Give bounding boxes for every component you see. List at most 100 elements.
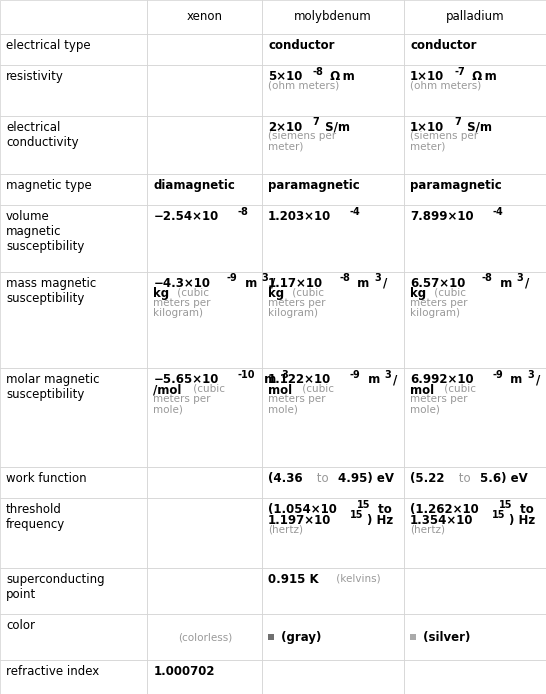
Bar (410, 634, 416, 641)
Text: /: / (383, 277, 387, 289)
Bar (268, 634, 274, 641)
Bar (0, 498, 147, 568)
Text: Ω m: Ω m (468, 70, 497, 83)
Bar (0, 467, 147, 498)
Text: 1.17×10: 1.17×10 (268, 277, 323, 289)
Text: 3: 3 (281, 370, 288, 380)
Text: mole): mole) (410, 405, 440, 414)
Bar (404, 65, 546, 116)
Text: electrical type: electrical type (6, 39, 91, 52)
Text: −5.65×10: −5.65×10 (153, 373, 219, 386)
Text: 7: 7 (312, 117, 319, 128)
Bar (147, 0, 262, 34)
Bar (262, 0, 404, 34)
Bar (404, 174, 546, 205)
Bar (262, 368, 404, 467)
Text: meters per: meters per (268, 298, 325, 307)
Text: meters per: meters per (410, 394, 467, 404)
Text: -9: -9 (227, 273, 238, 283)
Text: 3: 3 (527, 370, 534, 380)
Text: (1.262×10: (1.262×10 (410, 503, 479, 516)
Text: 15: 15 (492, 511, 506, 520)
Bar (0, 614, 147, 660)
Text: meter): meter) (410, 142, 446, 152)
Bar (262, 34, 404, 65)
Bar (0, 271, 147, 368)
Text: electrical
conductivity: electrical conductivity (6, 121, 79, 149)
Bar (147, 660, 262, 694)
Text: to: to (375, 503, 392, 516)
Bar (262, 65, 404, 116)
Text: 3: 3 (374, 273, 381, 283)
Bar (0, 205, 147, 271)
Bar (404, 34, 546, 65)
Bar (0, 65, 147, 116)
Text: to: to (313, 472, 332, 485)
Text: (siemens per: (siemens per (268, 131, 336, 142)
Bar (147, 271, 262, 368)
Bar (0, 174, 147, 205)
Text: -9: -9 (492, 370, 503, 380)
Text: meters per: meters per (268, 394, 325, 404)
Text: 5×10: 5×10 (268, 70, 302, 83)
Text: xenon: xenon (187, 10, 223, 24)
Text: /mol: /mol (153, 384, 182, 397)
Text: meters per: meters per (153, 394, 211, 404)
Text: kg: kg (153, 287, 170, 300)
Text: 1×10: 1×10 (410, 70, 444, 83)
Bar (404, 271, 546, 368)
Text: (cubic: (cubic (431, 287, 466, 297)
Text: refractive index: refractive index (6, 666, 99, 678)
Text: (kelvins): (kelvins) (334, 573, 381, 584)
Bar (262, 467, 404, 498)
Text: kilogram): kilogram) (268, 308, 318, 318)
Bar (0, 34, 147, 65)
Text: (colorless): (colorless) (177, 632, 232, 642)
Bar (262, 498, 404, 568)
Text: conductor: conductor (268, 39, 335, 52)
Text: m: m (364, 373, 380, 386)
Text: 6.992×10: 6.992×10 (410, 373, 474, 386)
Text: work function: work function (6, 472, 87, 485)
Text: S/m: S/m (321, 121, 350, 134)
Text: −4.3×10: −4.3×10 (153, 277, 210, 289)
Bar (147, 568, 262, 614)
Text: color: color (6, 619, 35, 632)
Text: mole): mole) (268, 405, 298, 414)
Bar (262, 614, 404, 660)
Bar (404, 660, 546, 694)
Text: kilogram): kilogram) (410, 308, 460, 318)
Bar (147, 174, 262, 205)
Bar (404, 0, 546, 34)
Bar (262, 271, 404, 368)
Bar (0, 0, 147, 34)
Text: 5.6) eV: 5.6) eV (479, 472, 527, 485)
Text: (cubic: (cubic (441, 384, 476, 393)
Bar (262, 660, 404, 694)
Text: meter): meter) (268, 142, 304, 152)
Text: 3: 3 (384, 370, 391, 380)
Text: molar magnetic
susceptibility: molar magnetic susceptibility (6, 373, 99, 401)
Bar (0, 116, 147, 174)
Text: to: to (455, 472, 474, 485)
Bar (0, 368, 147, 467)
Text: 15: 15 (357, 500, 370, 510)
Text: 0.915 K: 0.915 K (268, 573, 319, 586)
Text: m: m (496, 277, 512, 289)
Text: 3: 3 (262, 273, 269, 283)
Text: 6.57×10: 6.57×10 (410, 277, 465, 289)
Bar (262, 116, 404, 174)
Text: Ω m: Ω m (327, 70, 355, 83)
Bar (404, 116, 546, 174)
Text: (cubic: (cubic (190, 384, 225, 393)
Text: /: / (536, 373, 540, 386)
Text: S/m: S/m (463, 121, 492, 134)
Text: -8: -8 (482, 273, 492, 283)
Text: (hertz): (hertz) (268, 525, 303, 534)
Bar (404, 614, 546, 660)
Text: -8: -8 (339, 273, 350, 283)
Text: 1.197×10: 1.197×10 (268, 514, 331, 527)
Text: -9: -9 (349, 370, 360, 380)
Text: m: m (353, 277, 370, 289)
Text: (4.36: (4.36 (268, 472, 302, 485)
